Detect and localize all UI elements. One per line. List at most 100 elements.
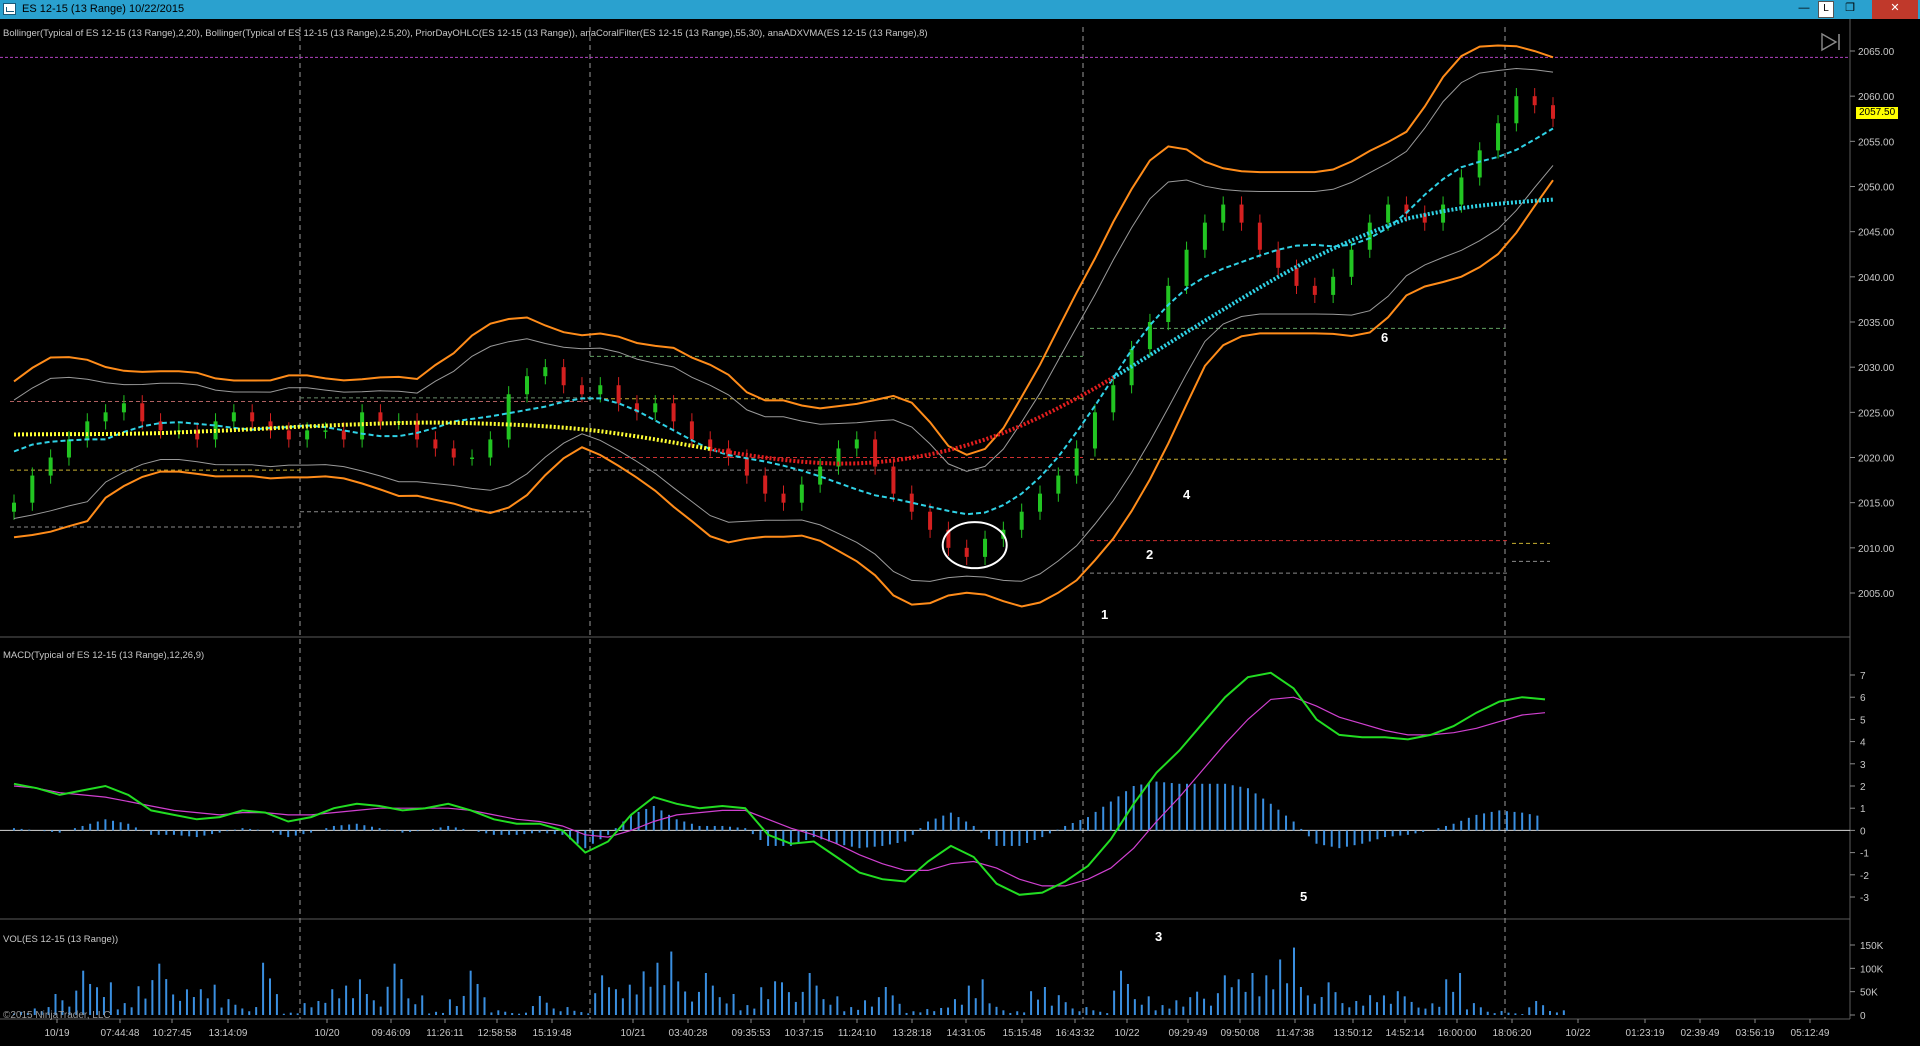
time-tick-label: 16:00:00	[1438, 1028, 1477, 1039]
time-tick-label: 10/22	[1565, 1028, 1590, 1039]
time-tick-label: 14:52:14	[1386, 1028, 1425, 1039]
price-tick-label: 2065.00	[1858, 47, 1895, 58]
price-indicator-label: Bollinger(Typical of ES 12-15 (13 Range)…	[3, 28, 928, 39]
macd-line	[13, 671, 1546, 896]
candle-body	[983, 538, 988, 557]
annotation-label-3: 3	[1155, 929, 1162, 944]
candle-body	[470, 457, 475, 459]
macd-tick-label: -3	[1860, 893, 1869, 904]
time-tick-label: 10/22	[1114, 1028, 1139, 1039]
bollinger-outer-upper	[13, 44, 1554, 456]
candle-body	[378, 412, 383, 422]
annotation-label-1: 1	[1101, 607, 1108, 622]
time-tick-label: 09:46:09	[372, 1028, 411, 1039]
candle-body	[1019, 511, 1024, 530]
time-tick-label: 10/20	[314, 1028, 339, 1039]
scroll-to-end-icon[interactable]	[1820, 32, 1842, 52]
time-tick-label: 14:31:05	[947, 1028, 986, 1039]
candle-body	[140, 403, 145, 422]
time-tick-label: 18:06:20	[1493, 1028, 1532, 1039]
macd-tick-label: 3	[1860, 760, 1866, 771]
bollinger-inner-lower	[13, 165, 1554, 582]
macd-tick-label: -2	[1860, 871, 1869, 882]
candle-body	[781, 493, 786, 503]
candle-body	[1386, 204, 1391, 223]
price-tick-label: 2020.00	[1858, 454, 1895, 465]
candle-body	[616, 385, 621, 404]
window-titlebar: ES 12-15 (13 Range) 10/22/2015 — L ❐ ✕	[0, 0, 1920, 19]
price-tick-label: 2035.00	[1858, 318, 1895, 329]
candle-body	[579, 385, 584, 395]
macd-tick-label: 4	[1860, 738, 1866, 749]
candle-body	[836, 448, 841, 467]
lock-button[interactable]: L	[1818, 1, 1834, 18]
candle-body	[689, 421, 694, 440]
candle-body	[1294, 267, 1299, 286]
candle-body	[1312, 285, 1317, 295]
copyright-text: ©2015 NinjaTrader, LLC	[3, 1010, 111, 1021]
macd-signal-line	[13, 696, 1546, 887]
low-highlight-circle	[941, 521, 1008, 570]
macd-tick-label: 2	[1860, 782, 1866, 793]
close-button[interactable]: ✕	[1872, 0, 1918, 19]
annotation-label-2: 2	[1146, 547, 1153, 562]
candle-body	[1532, 96, 1537, 106]
candle-body	[653, 403, 658, 413]
candle-body	[708, 439, 713, 449]
volume-series	[13, 947, 1565, 1015]
coral-filter-line	[13, 127, 1554, 516]
candle-body	[158, 421, 163, 431]
candle-body	[1074, 448, 1079, 476]
candle-body	[1202, 222, 1207, 250]
time-tick-label: 01:23:19	[1626, 1028, 1665, 1039]
candle-body	[928, 511, 933, 530]
time-tick-label: 13:50:12	[1334, 1028, 1373, 1039]
candle-body	[598, 385, 603, 395]
candle-body	[1221, 204, 1226, 223]
candle-body	[891, 466, 896, 494]
candle-body	[1038, 493, 1042, 512]
candle-body	[1349, 249, 1354, 277]
time-tick-label: 11:24:10	[838, 1028, 877, 1039]
candle-body	[946, 529, 951, 548]
candle-body	[341, 430, 346, 440]
price-tick-label: 2060.00	[1858, 92, 1895, 103]
bollinger-inner-upper	[13, 67, 1554, 472]
candle-body	[1477, 150, 1482, 178]
candle-body	[85, 421, 90, 440]
candle-body	[1367, 222, 1372, 250]
candle-body	[873, 439, 878, 467]
candle-body	[195, 430, 200, 440]
candle-body	[506, 394, 511, 440]
price-tick-label: 2030.00	[1858, 363, 1895, 374]
candle-body	[671, 403, 676, 422]
annotation-label-5: 5	[1300, 889, 1307, 904]
time-tick-label: 11:26:11	[426, 1028, 464, 1039]
price-tick-label: 2010.00	[1858, 544, 1895, 555]
adxvma-flat-segment	[13, 420, 711, 451]
candle-body	[103, 412, 108, 422]
volume-indicator-label: VOL(ES 12-15 (13 Range))	[3, 934, 119, 945]
candle-body	[763, 475, 768, 494]
minimize-button[interactable]: —	[1798, 2, 1810, 14]
time-tick-label: 07:44:48	[101, 1028, 140, 1039]
candle-body	[488, 439, 493, 458]
time-tick-label: 03:56:19	[1736, 1028, 1775, 1039]
candle-body	[909, 493, 914, 512]
candle-body	[323, 430, 328, 432]
candle-body	[525, 376, 529, 395]
candle-body	[250, 412, 255, 422]
candle-body	[66, 439, 71, 458]
bollinger-outer-lower	[13, 179, 1554, 608]
macd-tick-label: 1	[1860, 804, 1866, 815]
candle-body	[1184, 249, 1189, 286]
chart-canvas[interactable]: 2065.00 2060.00 2055.00 2050.00 2045.00 2040.…	[0, 19, 1920, 1046]
candle-body	[818, 466, 823, 485]
candle-body	[433, 439, 438, 449]
candle-body	[964, 547, 969, 557]
maximize-button[interactable]: ❐	[1845, 2, 1855, 14]
candle-body	[30, 475, 35, 503]
candle-body	[1147, 322, 1152, 350]
price-tick-label: 2045.00	[1858, 228, 1895, 239]
candle-body	[451, 448, 456, 458]
